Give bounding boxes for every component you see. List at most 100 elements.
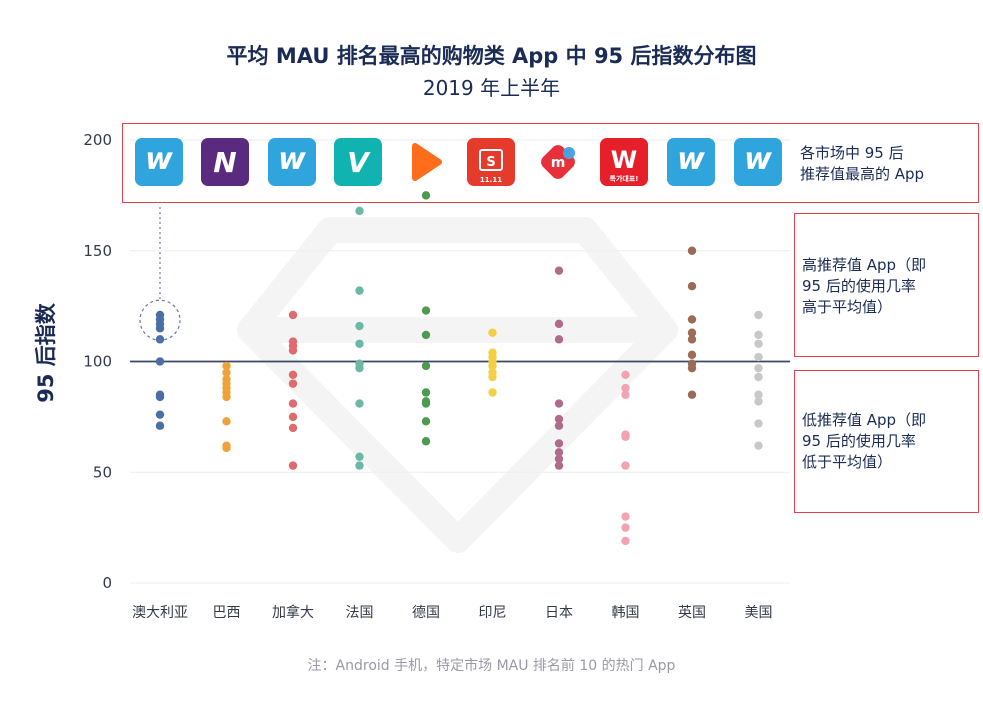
top-apps-caption: 各市场中 95 后 推荐值最高的 App — [800, 143, 924, 185]
data-point — [554, 439, 564, 448]
low-value-caption: 低推荐值 App（即 95 后的使用几率 低于平均值） — [802, 410, 926, 473]
data-point — [288, 412, 298, 422]
data-point — [754, 330, 763, 340]
data-point — [621, 390, 630, 399]
x-axis-labels: 澳大利亚 巴西 加拿大 法国 德国 印尼 日本 韩国 英国 美国 — [132, 604, 773, 621]
highlight-circle — [139, 299, 181, 341]
data-point — [488, 388, 497, 397]
icon-glyph: w — [145, 142, 173, 177]
icon-glyph: S — [486, 155, 495, 170]
chart-title: 平均 MAU 排名最高的购物类 App 中 95 后指数分布图 — [226, 44, 757, 68]
data-point — [288, 379, 298, 388]
netshoes-icon: N — [201, 138, 249, 186]
data-point — [687, 335, 697, 344]
data-point — [621, 512, 630, 521]
wish-icon: w — [268, 138, 316, 186]
vinted-icon: V — [334, 138, 382, 186]
data-point — [554, 421, 564, 430]
data-point — [554, 448, 564, 457]
x-tick-label: 印尼 — [479, 605, 507, 621]
x-tick-label: 澳大利亚 — [132, 605, 188, 621]
top-apps-box — [122, 123, 979, 203]
icon-bg — [334, 138, 382, 186]
data-point — [488, 361, 497, 371]
low-value-box — [794, 370, 979, 513]
data-point — [754, 339, 763, 348]
data-point — [621, 536, 630, 546]
icon-bg — [135, 138, 183, 186]
data-point — [222, 368, 231, 377]
data-point — [687, 328, 697, 337]
top-apps-caption-line2: 推荐值最高的 App — [800, 165, 925, 183]
data-point — [288, 423, 298, 433]
data-point — [155, 410, 165, 419]
high-value-caption: 高推荐值 App（即 95 后的使用几率 高于平均值） — [802, 255, 926, 318]
data-point — [355, 321, 364, 331]
icon-bg — [201, 138, 249, 186]
watermark-logo — [237, 217, 678, 553]
data-point — [754, 310, 763, 320]
data-point — [421, 361, 431, 371]
data-point — [421, 330, 431, 340]
data-point — [621, 461, 630, 470]
data-point — [288, 370, 298, 379]
data-point — [687, 390, 697, 399]
data-point — [288, 461, 298, 470]
data-point — [488, 328, 497, 337]
play-shape — [412, 143, 442, 181]
data-point — [421, 306, 431, 315]
data-point — [222, 361, 231, 371]
y-tick-label: 200 — [83, 131, 112, 149]
high-value-line3: 高于平均值） — [802, 298, 893, 316]
data-points — [155, 191, 763, 546]
high-value-line2: 95 后的使用几率 — [802, 277, 916, 295]
data-point — [754, 352, 763, 362]
icon-caption: 11.11 — [480, 176, 502, 184]
data-point — [687, 363, 697, 373]
data-point — [621, 523, 630, 532]
data-point — [355, 461, 364, 470]
high-value-line1: 高推荐值 App（即 — [802, 256, 927, 274]
wish-icon: w — [135, 138, 183, 186]
x-tick-label: 美国 — [745, 605, 773, 621]
icon-bg — [268, 138, 316, 186]
icon-glyph: V — [347, 146, 371, 179]
x-tick-label: 法国 — [346, 605, 374, 621]
y-tick-label: 100 — [83, 353, 112, 371]
high-value-box — [794, 213, 979, 357]
top-apps-caption-line1: 各市场中 95 后 — [800, 144, 904, 162]
data-point — [288, 310, 298, 320]
play-icon — [412, 143, 442, 181]
highlight-group — [139, 207, 181, 341]
low-value-line3: 低于平均值） — [802, 453, 893, 471]
data-point — [621, 370, 630, 379]
data-point — [421, 417, 431, 426]
icon-glyph: w — [677, 142, 705, 177]
data-point — [687, 315, 697, 324]
data-point — [687, 246, 697, 255]
data-point — [687, 350, 697, 360]
data-point — [754, 441, 763, 450]
low-value-line1: 低推荐值 App（即 — [802, 411, 927, 429]
icon-glyph: m — [551, 155, 566, 171]
icon-caption: 특가대표! — [610, 174, 639, 183]
bag-outline — [479, 149, 503, 171]
data-point — [754, 419, 763, 428]
footnote: 注：Android 手机，特定市场 MAU 排名前 10 的热门 App — [307, 658, 676, 674]
data-point — [155, 335, 165, 344]
icon-glyph: W — [611, 146, 637, 174]
y-tick-label: 150 — [83, 242, 112, 260]
data-point — [421, 388, 431, 397]
data-point — [421, 191, 431, 200]
data-point — [155, 392, 165, 402]
data-point — [155, 421, 165, 430]
data-point — [554, 414, 564, 424]
data-point — [355, 339, 364, 348]
mercari-icon: m — [541, 145, 575, 179]
data-point — [222, 392, 231, 402]
data-point — [554, 454, 564, 464]
wish-icon: w — [667, 138, 715, 186]
